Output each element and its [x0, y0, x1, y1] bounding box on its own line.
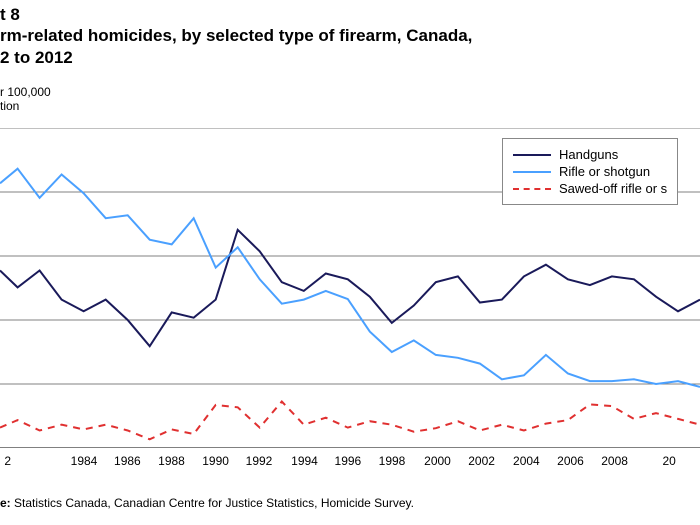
x-tick-label: 2008 — [601, 454, 628, 468]
title-line-3: 2 to 2012 — [0, 47, 472, 68]
x-tick-label: 2002 — [468, 454, 495, 468]
x-tick-label: 1996 — [335, 454, 362, 468]
legend-swatch — [513, 171, 551, 173]
x-tick-label: 20 — [663, 454, 676, 468]
y-axis-unit-label: r 100,000 tion — [0, 86, 51, 114]
x-tick-label: 1986 — [114, 454, 141, 468]
x-tick-label: 2004 — [513, 454, 540, 468]
legend-swatch — [513, 154, 551, 156]
x-tick-label: 1992 — [246, 454, 273, 468]
x-tick-label: 1990 — [202, 454, 229, 468]
x-tick-label: 1984 — [71, 454, 98, 468]
x-tick-label: 1988 — [158, 454, 185, 468]
title-line-2: rm-related homicides, by selected type o… — [0, 25, 472, 46]
x-tick-label: 1998 — [379, 454, 406, 468]
x-tick-label: 2 — [4, 454, 11, 468]
source-note: e: Statistics Canada, Canadian Centre fo… — [0, 496, 414, 510]
series-sawed-off-rifle-or-shotgun — [0, 402, 700, 440]
x-tick-label: 2006 — [557, 454, 584, 468]
source-text: Statistics Canada, Canadian Centre for J… — [11, 496, 414, 510]
chart-title-block: t 8 rm-related homicides, by selected ty… — [0, 4, 472, 68]
legend-label: Handguns — [559, 147, 618, 162]
x-axis-tick-labels: 2 1984 1986 1988 1990 1992 1994 1996 1998 2000 200… — [0, 454, 700, 472]
legend-item: Handguns — [513, 147, 667, 162]
legend-swatch — [513, 188, 551, 190]
x-tick-label: 1994 — [291, 454, 318, 468]
series-handguns — [0, 230, 700, 346]
source-prefix: e: — [0, 496, 11, 510]
legend-label: Rifle or shotgun — [559, 164, 650, 179]
legend: Handguns Rifle or shotgun Sawed-off rifle … — [502, 138, 678, 205]
legend-item: Sawed-off rifle or s — [513, 181, 667, 196]
legend-item: Rifle or shotgun — [513, 164, 667, 179]
title-line-1: t 8 — [0, 4, 472, 25]
y-axis-unit-line1: r 100,000 — [0, 86, 51, 100]
x-tick-label: 2000 — [424, 454, 451, 468]
y-axis-unit-line2: tion — [0, 100, 51, 114]
legend-label: Sawed-off rifle or s — [559, 181, 667, 196]
